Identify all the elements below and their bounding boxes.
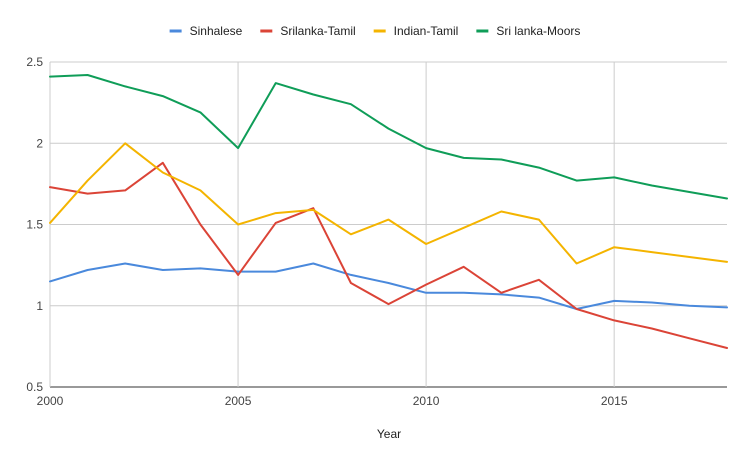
y-axis-tick-labels: 0.5 1 1.5 2 2.5 xyxy=(26,55,43,394)
y-tick-label: 2.5 xyxy=(26,55,43,69)
legend: Sinhalese Srilanka-Tamil Indian-Tamil Sri l… xyxy=(169,24,580,38)
legend-item-indian-tamil[interactable]: Indian-Tamil xyxy=(373,24,459,38)
series-line-srilanka-tamil xyxy=(49,161,728,349)
series-line-sri-lanka-moors xyxy=(49,74,728,200)
legend-label: Srilanka-Tamil xyxy=(280,24,355,38)
y-tick-label: 2 xyxy=(36,136,43,150)
legend-item-sinhalese[interactable]: Sinhalese xyxy=(169,24,243,38)
x-axis-tick-labels: 2000 2005 2010 2015 xyxy=(37,394,628,408)
x-tick-label: 2005 xyxy=(225,394,252,408)
legend-item-srilanka-tamil[interactable]: Srilanka-Tamil xyxy=(260,24,356,38)
legend-label: Sri lanka-Moors xyxy=(496,24,580,38)
legend-label: Sinhalese xyxy=(190,24,243,38)
grid xyxy=(49,61,727,388)
legend-item-sri-lanka-moors[interactable]: Sri lanka-Moors xyxy=(476,24,580,38)
y-tick-label: 1 xyxy=(36,299,43,313)
series-line-indian-tamil xyxy=(49,142,728,265)
x-tick-label: 2000 xyxy=(37,394,64,408)
legend-label: Indian-Tamil xyxy=(394,24,459,38)
x-tick-label: 2010 xyxy=(413,394,440,408)
y-tick-label: 1.5 xyxy=(26,218,43,232)
series-lines xyxy=(49,74,728,349)
y-tick-label: 0.5 xyxy=(26,380,43,394)
series-line-sinhalese xyxy=(49,262,728,310)
x-tick-label: 2015 xyxy=(601,394,628,408)
x-axis-title: Year xyxy=(377,427,401,441)
